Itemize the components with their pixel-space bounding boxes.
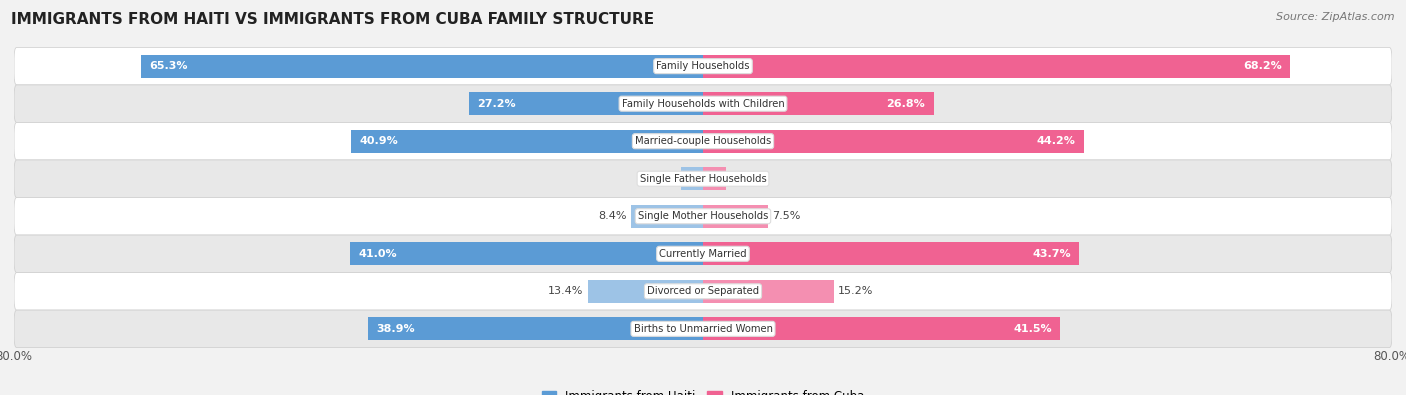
Text: 13.4%: 13.4%	[548, 286, 583, 296]
Bar	[588, 280, 703, 303]
FancyBboxPatch shape	[14, 310, 1392, 348]
Bar	[703, 130, 1084, 153]
FancyBboxPatch shape	[14, 85, 1392, 122]
Text: 2.6%: 2.6%	[648, 174, 676, 184]
Bar	[703, 280, 834, 303]
Text: 15.2%: 15.2%	[838, 286, 873, 296]
Text: 26.8%: 26.8%	[886, 99, 925, 109]
Bar	[703, 317, 1060, 340]
Text: 40.9%: 40.9%	[360, 136, 398, 146]
Text: 43.7%: 43.7%	[1032, 249, 1071, 259]
Bar	[350, 130, 703, 153]
FancyBboxPatch shape	[14, 198, 1392, 235]
Bar	[468, 92, 703, 115]
FancyBboxPatch shape	[14, 273, 1392, 310]
Text: 2.7%: 2.7%	[731, 174, 759, 184]
Text: 65.3%: 65.3%	[149, 61, 188, 71]
Text: Single Father Households: Single Father Households	[640, 174, 766, 184]
Text: Births to Unmarried Women: Births to Unmarried Women	[634, 324, 772, 334]
Text: 8.4%: 8.4%	[598, 211, 626, 221]
Bar	[681, 167, 703, 190]
Bar	[703, 92, 934, 115]
FancyBboxPatch shape	[14, 160, 1392, 198]
Bar	[350, 242, 703, 265]
Text: Married-couple Households: Married-couple Households	[636, 136, 770, 146]
Text: 41.0%: 41.0%	[359, 249, 396, 259]
Bar	[141, 55, 703, 78]
Text: Family Households: Family Households	[657, 61, 749, 71]
FancyBboxPatch shape	[14, 47, 1392, 85]
Text: 44.2%: 44.2%	[1036, 136, 1076, 146]
Bar	[368, 317, 703, 340]
Bar	[703, 205, 768, 228]
Bar	[703, 242, 1080, 265]
FancyBboxPatch shape	[14, 235, 1392, 273]
Bar	[631, 205, 703, 228]
FancyBboxPatch shape	[14, 122, 1392, 160]
Text: 68.2%: 68.2%	[1243, 61, 1282, 71]
Bar	[703, 167, 727, 190]
Text: 27.2%: 27.2%	[478, 99, 516, 109]
Text: IMMIGRANTS FROM HAITI VS IMMIGRANTS FROM CUBA FAMILY STRUCTURE: IMMIGRANTS FROM HAITI VS IMMIGRANTS FROM…	[11, 12, 654, 27]
Text: 7.5%: 7.5%	[772, 211, 800, 221]
Text: 41.5%: 41.5%	[1014, 324, 1052, 334]
Text: Currently Married: Currently Married	[659, 249, 747, 259]
Text: Family Households with Children: Family Households with Children	[621, 99, 785, 109]
Bar	[703, 55, 1291, 78]
Legend: Immigrants from Haiti, Immigrants from Cuba: Immigrants from Haiti, Immigrants from C…	[537, 385, 869, 395]
Text: 38.9%: 38.9%	[377, 324, 415, 334]
Text: Divorced or Separated: Divorced or Separated	[647, 286, 759, 296]
Text: Source: ZipAtlas.com: Source: ZipAtlas.com	[1277, 12, 1395, 22]
Text: Single Mother Households: Single Mother Households	[638, 211, 768, 221]
